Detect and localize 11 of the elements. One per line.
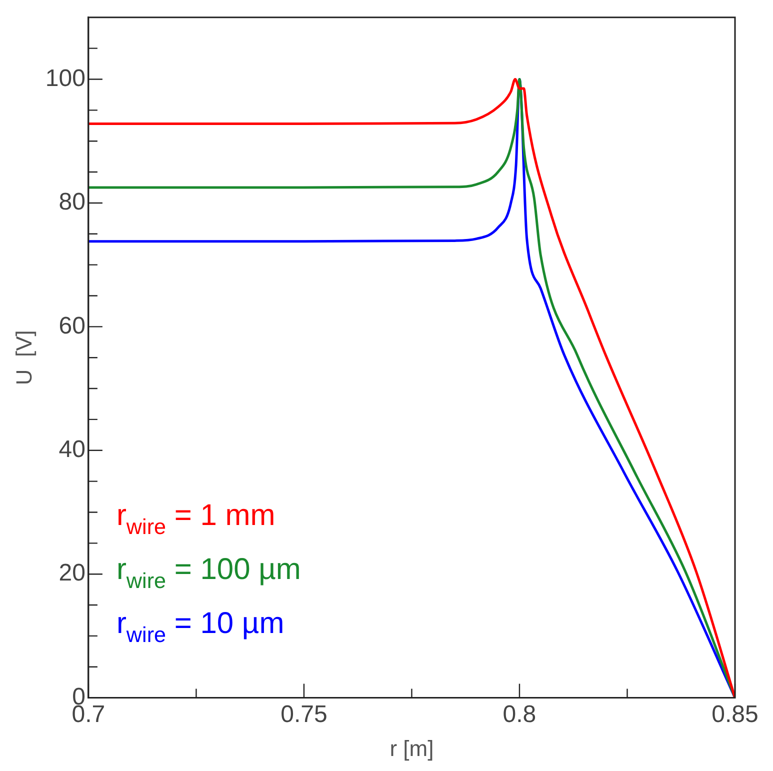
line-series: [88, 78, 735, 698]
x-tick-label: 0.85: [712, 700, 758, 728]
y-tick-label: 100: [45, 64, 86, 92]
y-axis-title: U [V]: [11, 330, 36, 386]
x-axis-title: r [m]: [390, 736, 434, 761]
y-tick-label: 40: [58, 436, 86, 464]
y-tick-label: 20: [58, 560, 86, 587]
y-tick-label: 80: [58, 188, 86, 216]
x-tick-label: 0.75: [280, 700, 328, 728]
y-tick-label: 60: [58, 312, 86, 340]
x-tick-label: 0.8: [502, 700, 536, 728]
